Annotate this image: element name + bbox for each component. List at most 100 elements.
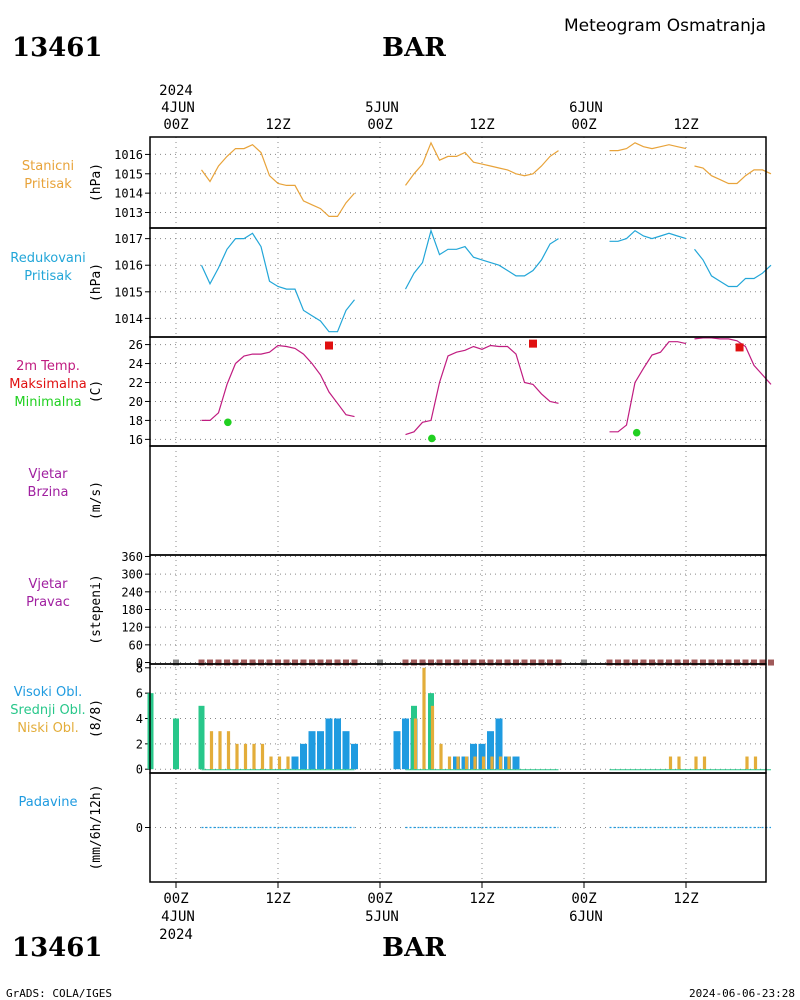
footer-software: GrADS: COLA/IGES	[6, 987, 112, 1000]
wind-direction-marker	[436, 659, 443, 666]
y-tick-label: 120	[121, 621, 143, 635]
y-axis-label: (stepeni)	[89, 574, 104, 644]
cloud-bar	[218, 731, 222, 770]
cloud-bar	[260, 743, 265, 770]
x-year-label-top: 2024	[159, 83, 193, 99]
x-year-label-bottom: 2024	[159, 927, 193, 943]
x-hour-label-top: 12Z	[265, 117, 290, 133]
wind-direction-marker	[224, 659, 230, 666]
series-line	[609, 142, 687, 152]
panel-label: Stanicni	[22, 159, 74, 174]
cloud-bar	[512, 756, 520, 770]
cloud-bar	[243, 743, 248, 770]
cloud-bar	[702, 756, 707, 770]
wind-direction-marker	[581, 659, 587, 666]
cloud-bar	[300, 743, 307, 770]
series-line	[200, 232, 355, 333]
cloud-bar	[226, 731, 231, 770]
y-tick-label: 26	[129, 338, 143, 352]
cloud-bar	[694, 756, 698, 770]
cloud-bar	[334, 718, 341, 770]
cloud-bar	[277, 756, 282, 770]
panel-label: 2m Temp.	[16, 359, 80, 374]
tmax-marker	[325, 341, 333, 350]
x-hour-label-bottom: 12Z	[265, 891, 290, 907]
y-axis-label: (m/s)	[89, 481, 104, 520]
wind-direction-marker	[215, 659, 222, 666]
station-id-top: 13461	[12, 33, 102, 63]
wind-direction-marker	[479, 659, 485, 666]
plot-layer: 1013 1014 1015 1016 (hPa) Stanicni Pritisak 101…	[9, 83, 774, 943]
cloud-bar	[677, 756, 681, 770]
x-hour-label-top: 00Z	[163, 117, 188, 133]
wind-direction-marker	[734, 659, 740, 666]
wind-direction-marker	[623, 659, 630, 666]
wind-direction-marker	[708, 659, 715, 666]
y-tick-label: 2	[136, 737, 143, 751]
wind-direction-marker	[326, 659, 332, 666]
cloud-bar	[325, 718, 333, 770]
wind-direction-marker	[402, 659, 409, 666]
y-axis-label: (8/8)	[89, 699, 104, 738]
wind-direction-marker	[487, 659, 494, 666]
wind-direction-marker	[470, 659, 477, 666]
wind-direction-marker	[334, 659, 341, 666]
wind-direction-marker	[555, 659, 562, 666]
cloud-bar	[456, 756, 460, 770]
x-hour-label-top: 00Z	[367, 117, 392, 133]
wind-direction-marker	[453, 659, 460, 666]
panel-label: Vjetar	[29, 577, 69, 592]
wind-direction-marker	[649, 659, 655, 666]
tmin-marker	[428, 434, 436, 443]
wind-direction-marker	[683, 659, 689, 666]
wind-direction-marker	[377, 659, 383, 666]
wind-direction-marker	[530, 659, 536, 666]
cloud-bar	[351, 743, 358, 770]
wind-direction-marker	[198, 659, 205, 666]
cloud-bar	[495, 718, 503, 770]
cloud-bar	[291, 756, 299, 770]
tmax-marker	[529, 339, 537, 348]
wind-direction-marker	[292, 659, 298, 666]
wind-direction-marker	[232, 659, 239, 666]
cloud-bar	[173, 718, 179, 770]
x-date-label-bottom: 4JUN	[161, 909, 195, 925]
y-tick-label: 0	[136, 763, 143, 777]
cloud-bar	[198, 705, 205, 770]
cloud-bar	[753, 756, 758, 770]
y-tick-label: 1017	[114, 232, 143, 246]
wind-direction-marker	[606, 659, 613, 666]
panel-label: Padavine	[19, 795, 78, 810]
wind-direction-marker	[258, 659, 264, 666]
wind-direction-marker	[666, 659, 672, 666]
cloud-bar	[430, 705, 435, 770]
wind-direction-marker	[547, 659, 553, 666]
y-tick-label: 1015	[114, 167, 143, 181]
wind-direction-marker	[742, 659, 749, 666]
series-line	[609, 341, 687, 433]
tmin-marker	[632, 428, 641, 437]
panel-label: Srednji Obl.	[10, 703, 85, 718]
panel-label: Pravac	[26, 595, 70, 610]
x-hour-label-bottom: 00Z	[571, 891, 596, 907]
panel-label: Vjetar	[29, 467, 69, 482]
wind-direction-marker	[717, 659, 723, 666]
y-tick-label: 16	[129, 433, 143, 447]
tmin-marker	[224, 418, 232, 427]
cloud-bar	[393, 731, 401, 770]
meteogram-title: Meteogram Osmatranja	[564, 16, 766, 36]
cloud-bar	[668, 756, 673, 770]
wind-direction-marker	[657, 659, 664, 666]
cloud-bar	[745, 756, 749, 770]
wind-direction-marker	[691, 659, 698, 666]
cloud-bar	[490, 756, 494, 770]
panel-label: Minimalna	[14, 395, 81, 410]
x-date-label-top: 4JUN	[161, 100, 195, 116]
y-tick-label: 1013	[114, 206, 143, 220]
y-axis-label: (C)	[89, 380, 104, 403]
wind-direction-marker	[674, 659, 681, 666]
cloud-bar	[498, 756, 503, 770]
y-tick-label: 1014	[114, 187, 143, 201]
wind-direction-marker	[351, 659, 358, 666]
